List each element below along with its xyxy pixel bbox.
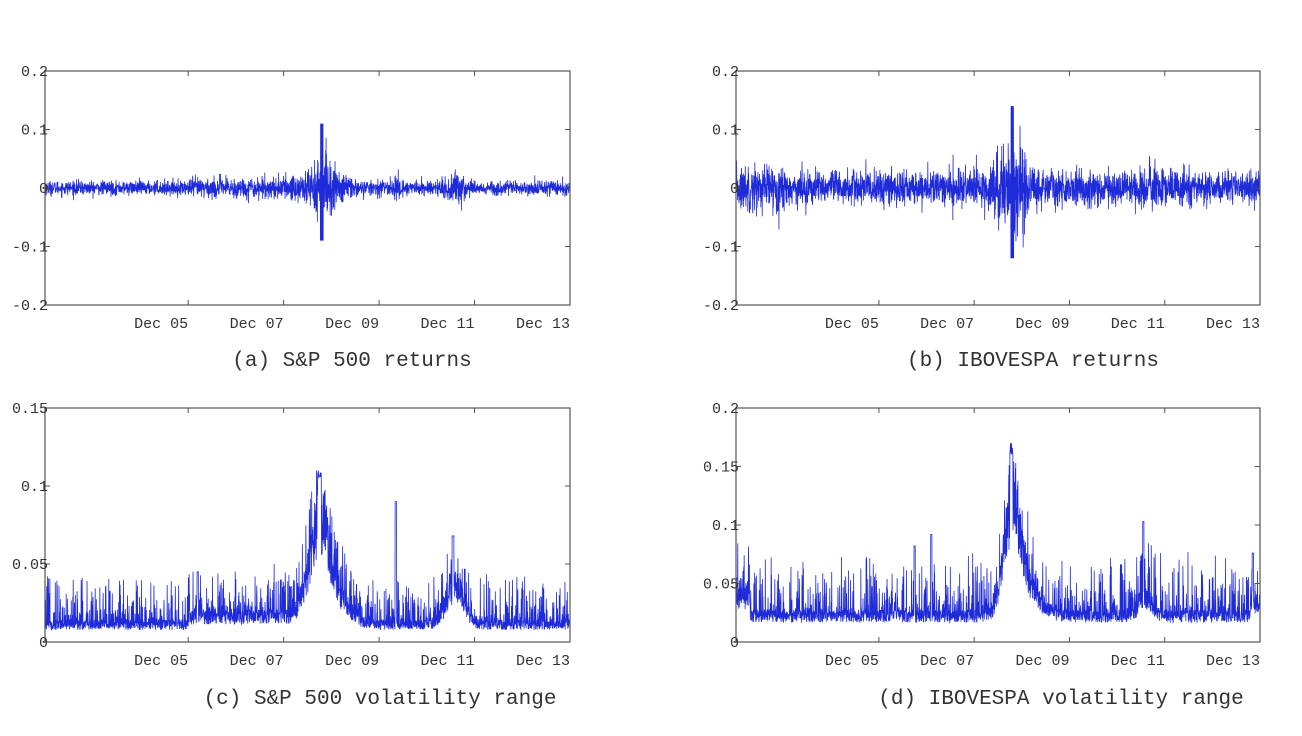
- y-tick-label: 0.1: [21, 479, 48, 496]
- y-tick-label: 0.15: [12, 401, 48, 418]
- x-tick-label: Dec 05: [825, 316, 879, 333]
- x-tick-label: Dec 07: [920, 653, 974, 670]
- y-tick-label: 0.1: [21, 123, 48, 140]
- series-line: [45, 470, 570, 631]
- series-line: [736, 106, 1260, 259]
- y-tick-label: 0.1: [712, 123, 739, 140]
- y-tick-label: 0: [39, 181, 48, 198]
- y-tick-label: 0: [39, 635, 48, 652]
- x-tick-label: Dec 09: [1015, 653, 1069, 670]
- x-tick-label: Dec 11: [1111, 316, 1165, 333]
- y-tick-label: -0.2: [12, 298, 48, 315]
- y-tick-label: 0.2: [712, 64, 739, 81]
- x-tick-label: Dec 09: [325, 316, 379, 333]
- y-tick-label: 0.2: [21, 64, 48, 81]
- panel-sp500-returns: -0.2 -0.1 0 0.1 0.2 Dec 05 Dec 07 Dec 09 Dec 11 D…: [12, 64, 571, 373]
- x-tick-label: Dec 11: [421, 653, 475, 670]
- x-tick-label: Dec 13: [516, 653, 570, 670]
- panel-sp500-volatility-range: 0 0.05 0.1 0.15 Dec 05 Dec 07 Dec 09 Dec 11 Dec …: [12, 401, 571, 711]
- x-tick-label: Dec 11: [1111, 653, 1165, 670]
- y-tick-label: 0.05: [703, 577, 739, 594]
- x-tick-label: Dec 05: [825, 653, 879, 670]
- y-tick-label: 0.15: [703, 460, 739, 477]
- y-tick-label: -0.1: [12, 240, 48, 257]
- panel-caption: (c) S&P 500 volatility range: [204, 688, 557, 711]
- x-tick-label: Dec 13: [1206, 653, 1260, 670]
- x-tick-label: Dec 07: [920, 316, 974, 333]
- panel-ibovespa-volatility-range: 0 0.05 0.1 0.15 0.2 Dec 05 Dec 07 Dec 09 Dec 11 D…: [703, 401, 1261, 711]
- panel-caption: (a) S&P 500 returns: [232, 350, 471, 373]
- x-tick-label: Dec 05: [134, 316, 188, 333]
- x-tick-label: Dec 05: [134, 653, 188, 670]
- y-tick-label: 0.05: [12, 557, 48, 574]
- x-tick-label: Dec 09: [1015, 316, 1069, 333]
- x-tick-label: Dec 13: [516, 316, 570, 333]
- series-line: [45, 123, 570, 241]
- axes-frame: [735, 407, 1261, 643]
- y-tick-label: 0.1: [712, 518, 739, 535]
- y-tick-label: 0.2: [712, 401, 739, 418]
- y-tick-label: 0: [730, 635, 739, 652]
- x-tick-label: Dec 09: [325, 653, 379, 670]
- x-tick-label: Dec 07: [230, 653, 284, 670]
- axes-frame: [44, 407, 571, 643]
- series-line: [736, 442, 1260, 624]
- y-tick-label: -0.1: [703, 240, 739, 257]
- panel-caption: (b) IBOVESPA returns: [907, 350, 1159, 373]
- y-tick-label: 0: [730, 181, 739, 198]
- y-tick-label: -0.2: [703, 298, 739, 315]
- x-tick-label: Dec 11: [421, 316, 475, 333]
- x-tick-label: Dec 13: [1206, 316, 1260, 333]
- x-tick-label: Dec 07: [230, 316, 284, 333]
- panel-caption: (d) IBOVESPA volatility range: [878, 688, 1243, 711]
- panel-ibovespa-returns: -0.2 -0.1 0 0.1 0.2 Dec 05 Dec 07 Dec 09 Dec 11 D…: [703, 64, 1261, 373]
